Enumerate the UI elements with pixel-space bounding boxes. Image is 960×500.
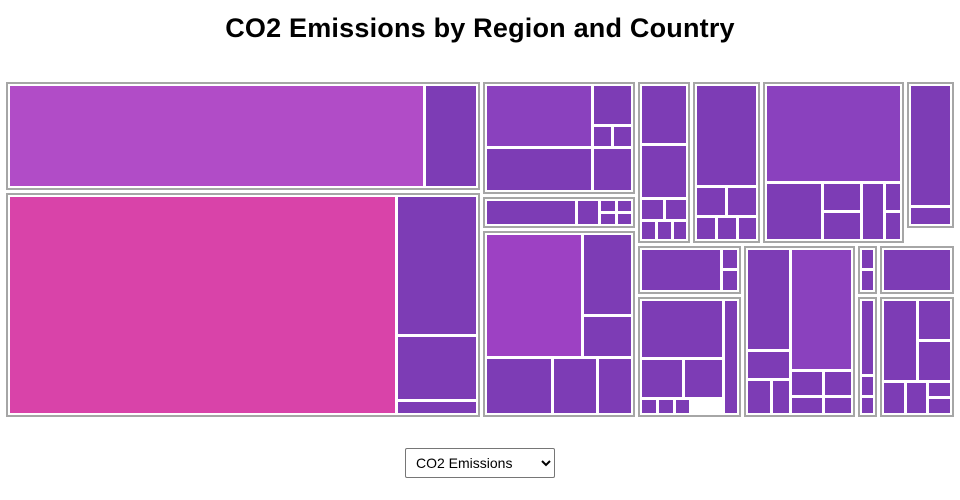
treemap-cell[interactable] (825, 398, 851, 413)
treemap-cell[interactable] (697, 218, 715, 239)
treemap-cell[interactable] (659, 400, 673, 413)
treemap-cell[interactable] (723, 271, 737, 290)
treemap-cell[interactable] (487, 235, 581, 356)
treemap-cell[interactable] (773, 381, 789, 413)
treemap-cell[interactable] (642, 250, 720, 290)
treemap-cell[interactable] (697, 188, 725, 215)
treemap-cell[interactable] (767, 184, 821, 239)
treemap-cell[interactable] (884, 383, 904, 413)
treemap-cell[interactable] (601, 214, 615, 224)
treemap-cell[interactable] (584, 235, 631, 314)
treemap-cell[interactable] (748, 352, 789, 378)
treemap-cell[interactable] (10, 86, 423, 186)
treemap-cell[interactable] (642, 222, 655, 239)
treemap-cell[interactable] (666, 200, 686, 219)
treemap-cell[interactable] (642, 400, 656, 413)
treemap-cell[interactable] (862, 271, 873, 290)
treemap-cell[interactable] (739, 218, 756, 239)
treemap-cell[interactable] (10, 197, 395, 413)
treemap-cell[interactable] (792, 372, 822, 395)
treemap-cell[interactable] (792, 250, 851, 369)
treemap-cell[interactable] (398, 337, 476, 399)
treemap-cell[interactable] (642, 86, 686, 143)
treemap-cell[interactable] (911, 86, 950, 205)
treemap-cell[interactable] (642, 301, 722, 357)
treemap-cell[interactable] (884, 250, 950, 290)
treemap-cell[interactable] (658, 222, 671, 239)
treemap-cell[interactable] (676, 400, 689, 413)
treemap-cell[interactable] (919, 301, 950, 339)
treemap-cell[interactable] (594, 86, 631, 124)
treemap-cell[interactable] (642, 146, 686, 197)
treemap-cell[interactable] (748, 381, 770, 413)
treemap-cell[interactable] (584, 317, 631, 356)
treemap-cell[interactable] (886, 184, 900, 210)
treemap-cell[interactable] (907, 383, 926, 413)
treemap-cell[interactable] (911, 208, 950, 224)
treemap-cell[interactable] (642, 200, 663, 219)
treemap (6, 82, 954, 417)
treemap-cell[interactable] (685, 360, 722, 397)
treemap-cell[interactable] (674, 222, 686, 239)
treemap-cell[interactable] (862, 301, 873, 374)
treemap-cell[interactable] (748, 250, 789, 349)
metric-select[interactable]: CO2 Emissions (405, 448, 555, 478)
treemap-cell[interactable] (728, 188, 756, 215)
treemap-cell[interactable] (599, 359, 631, 413)
treemap-cell[interactable] (862, 250, 873, 268)
treemap-cell[interactable] (723, 250, 737, 268)
treemap-cell[interactable] (487, 201, 575, 224)
treemap-cell[interactable] (398, 402, 476, 413)
page-title: CO2 Emissions by Region and Country (225, 13, 735, 43)
treemap-cell[interactable] (487, 359, 551, 413)
treemap-cell[interactable] (862, 377, 873, 395)
treemap-cell[interactable] (601, 201, 615, 211)
treemap-cell[interactable] (824, 184, 860, 210)
treemap-cell[interactable] (398, 197, 476, 334)
treemap-cell[interactable] (863, 184, 883, 239)
treemap-cell[interactable] (886, 213, 900, 239)
treemap-cell[interactable] (642, 360, 682, 397)
treemap-cell[interactable] (792, 398, 822, 413)
treemap-cell[interactable] (487, 149, 591, 190)
treemap-cell[interactable] (862, 398, 873, 413)
treemap-cell[interactable] (929, 399, 950, 413)
treemap-cell[interactable] (578, 201, 598, 224)
treemap-cell[interactable] (884, 301, 916, 380)
treemap-cell[interactable] (618, 201, 631, 211)
treemap-cell[interactable] (919, 342, 950, 380)
treemap-cell[interactable] (725, 301, 737, 413)
treemap-cell[interactable] (767, 86, 900, 181)
treemap-cell[interactable] (825, 372, 851, 395)
treemap-cell[interactable] (487, 86, 591, 146)
treemap-cell[interactable] (426, 86, 476, 186)
treemap-cell[interactable] (718, 218, 736, 239)
treemap-cell[interactable] (554, 359, 596, 413)
treemap-cell[interactable] (614, 127, 631, 146)
treemap-cell[interactable] (618, 214, 631, 224)
treemap-cell[interactable] (824, 213, 860, 239)
treemap-cell[interactable] (929, 383, 950, 396)
treemap-cell[interactable] (594, 149, 631, 190)
treemap-cell[interactable] (594, 127, 611, 146)
treemap-cell[interactable] (697, 86, 756, 185)
